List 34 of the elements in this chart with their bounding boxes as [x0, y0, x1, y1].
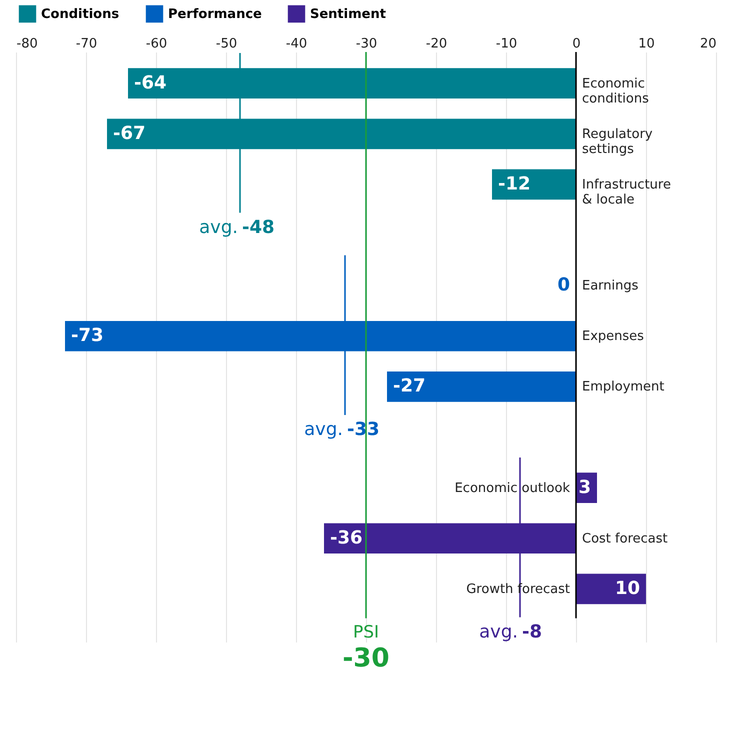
x-tick-label: 10 [638, 36, 655, 52]
x-tick-label: -20 [426, 36, 448, 52]
legend-label: Sentiment [310, 6, 386, 22]
x-tick-label: -10 [496, 36, 518, 52]
data-label: -36 [330, 527, 363, 548]
data-label: 10 [614, 578, 640, 599]
legend-label: Performance [168, 6, 262, 22]
data-label: -12 [498, 173, 531, 194]
ref-line-label: avg. -8 [479, 621, 542, 642]
y-tick-label: Regulatory settings [582, 126, 653, 157]
data-label: -67 [113, 122, 146, 144]
y-tick-label: Economic conditions [582, 76, 650, 106]
data-label: -73 [71, 325, 104, 346]
y-tick-label: Expenses [582, 329, 644, 344]
data-label: 0 [557, 274, 570, 296]
data-label: -27 [393, 376, 426, 397]
y-tick-label: Infrastructure & locale [582, 177, 671, 208]
y-tick-label: Employment [582, 380, 664, 395]
x-tick-label: -60 [146, 36, 168, 52]
data-label: 3 [578, 476, 591, 498]
x-tick-label: 20 [700, 36, 716, 52]
y-tick-label: Economic outlook [454, 480, 570, 496]
ref-line-label: PSI -30 [342, 622, 390, 674]
x-tick-label: -80 [16, 36, 38, 52]
x-tick-label: -50 [216, 36, 238, 52]
y-tick-label: Cost forecast [582, 531, 668, 546]
data-label: -64 [134, 72, 167, 94]
y-tick-label: Earnings [582, 278, 639, 294]
x-tick-label: -30 [356, 36, 378, 52]
ref-line-label: avg. -48 [199, 216, 275, 238]
x-tick-label: 0 [572, 36, 581, 52]
x-tick-label: -40 [286, 36, 308, 52]
x-tick-label: -70 [76, 36, 98, 52]
legend-label: Conditions [41, 6, 120, 22]
